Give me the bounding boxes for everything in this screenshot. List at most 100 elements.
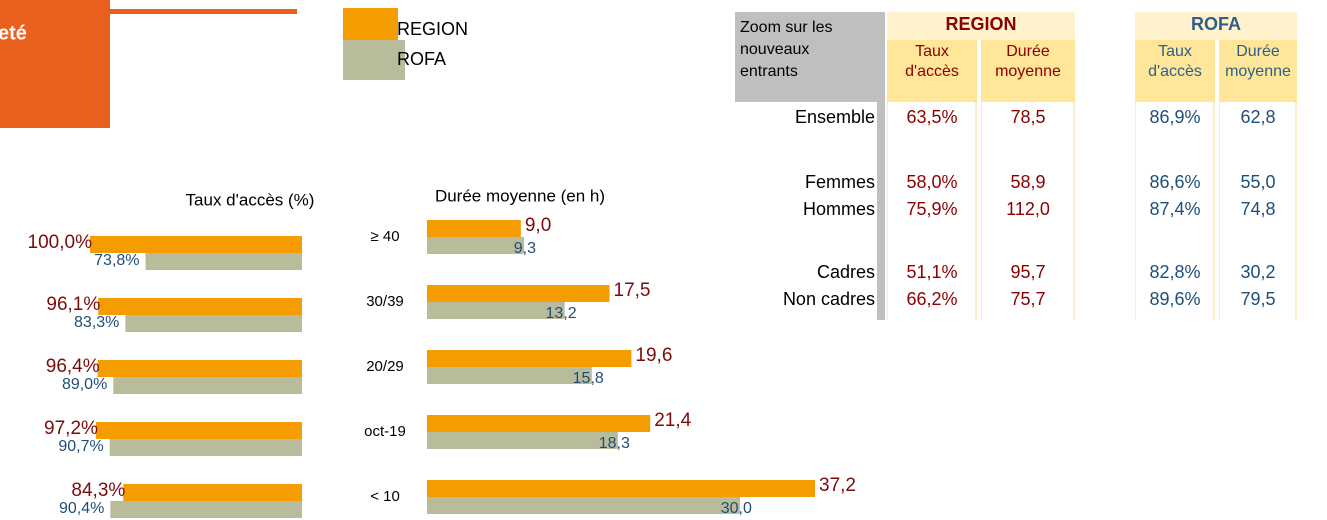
value-label: 89,0% bbox=[62, 376, 107, 393]
value-label: 90,7% bbox=[58, 438, 103, 455]
bar bbox=[427, 237, 524, 254]
bar bbox=[427, 415, 651, 432]
header-box bbox=[0, 0, 110, 128]
value-label: 100,0% bbox=[28, 232, 93, 253]
cell: 89,6% bbox=[1149, 289, 1201, 309]
value-label: 96,4% bbox=[46, 356, 100, 377]
row-label: Hommes bbox=[802, 199, 875, 219]
group-label: REGION bbox=[945, 14, 1017, 34]
legend-label: REGION bbox=[397, 19, 468, 39]
legend-swatch bbox=[343, 8, 398, 40]
value-label: 96,1% bbox=[46, 294, 100, 315]
cell: 82,8% bbox=[1149, 262, 1201, 282]
category-label: oct-19 bbox=[364, 423, 406, 440]
title-box bbox=[735, 12, 877, 102]
value-label: 30,0 bbox=[721, 500, 752, 517]
row-divider bbox=[877, 12, 885, 320]
legend-label: ROFA bbox=[397, 49, 446, 69]
bar bbox=[427, 285, 610, 302]
bar bbox=[98, 298, 302, 315]
bar bbox=[97, 360, 303, 377]
cell: 30,2 bbox=[1240, 262, 1276, 282]
bar bbox=[427, 220, 521, 237]
cell: 58,9 bbox=[1010, 172, 1046, 192]
value-label: 97,2% bbox=[44, 418, 98, 439]
value-label: 9,0 bbox=[525, 215, 551, 236]
category-label: < 10 bbox=[370, 488, 400, 505]
cell: 75,9% bbox=[906, 199, 958, 219]
column-band bbox=[981, 40, 1075, 320]
bar bbox=[113, 377, 302, 394]
legend-swatch bbox=[343, 40, 405, 80]
header-title: eté bbox=[0, 22, 27, 44]
column-header-box bbox=[1219, 40, 1297, 102]
bar bbox=[110, 501, 303, 518]
value-label: 18,3 bbox=[599, 435, 630, 452]
bar bbox=[95, 422, 302, 439]
value-label: 19,6 bbox=[635, 345, 672, 366]
row-label: Cadres bbox=[816, 262, 875, 282]
value-label: 21,4 bbox=[654, 410, 691, 431]
bar bbox=[427, 497, 740, 514]
value-label: 90,4% bbox=[59, 500, 104, 517]
cell: 79,5 bbox=[1240, 289, 1276, 309]
column-header-box bbox=[1135, 40, 1215, 102]
chart-title: Taux d'accès (%) bbox=[186, 190, 315, 209]
group-header bbox=[1135, 12, 1297, 40]
bar bbox=[427, 432, 618, 449]
cell: 58,0% bbox=[906, 172, 958, 192]
cell: 87,4% bbox=[1149, 199, 1201, 219]
column-band bbox=[1135, 40, 1215, 320]
value-label: 84,3% bbox=[71, 480, 125, 501]
bar bbox=[90, 236, 302, 253]
column-header-box bbox=[981, 40, 1075, 102]
value-label: 83,3% bbox=[74, 314, 119, 331]
category-label: 30/39 bbox=[366, 293, 404, 310]
bar bbox=[145, 253, 302, 270]
value-label: 9,3 bbox=[514, 240, 536, 257]
value-label: 73,8% bbox=[94, 252, 139, 269]
cell: 62,8 bbox=[1240, 107, 1276, 127]
group-header bbox=[887, 12, 1075, 40]
value-label: 37,2 bbox=[819, 475, 856, 496]
column-band bbox=[1219, 40, 1297, 320]
cell: 74,8 bbox=[1240, 199, 1276, 219]
bar bbox=[427, 302, 565, 319]
cell: 78,5 bbox=[1010, 107, 1046, 127]
chart-title: Durée moyenne (en h) bbox=[435, 186, 605, 205]
cell: 95,7 bbox=[1010, 262, 1046, 282]
group-label: ROFA bbox=[1190, 14, 1241, 34]
column-header: Durée moyenne bbox=[995, 43, 1061, 80]
column-band bbox=[887, 40, 977, 320]
value-label: 15,8 bbox=[573, 370, 604, 387]
bar bbox=[427, 367, 592, 384]
column-header: Taux d'accès bbox=[905, 43, 959, 80]
column-header: Taux d'accès bbox=[1148, 43, 1202, 80]
cell: 51,1% bbox=[906, 262, 958, 282]
bar bbox=[427, 480, 815, 497]
category-label: ≥ 40 bbox=[370, 228, 399, 245]
bar bbox=[123, 484, 302, 501]
cell: 86,6% bbox=[1149, 172, 1201, 192]
bar bbox=[427, 350, 632, 367]
cell: 112,0 bbox=[1006, 199, 1050, 219]
column-header-box bbox=[887, 40, 977, 102]
bar bbox=[109, 439, 302, 456]
cell: 75,7 bbox=[1010, 289, 1046, 309]
table-title: Zoom sur les nouveaux entrants bbox=[740, 19, 833, 80]
cell: 86,9% bbox=[1149, 107, 1201, 127]
cell: 63,5% bbox=[906, 107, 958, 127]
value-label: 13,2 bbox=[546, 305, 577, 322]
header-rule bbox=[110, 9, 297, 14]
column-header: Durée moyenne bbox=[1225, 43, 1291, 80]
row-label: Femmes bbox=[804, 172, 875, 192]
row-label: Ensemble bbox=[794, 107, 875, 127]
cell: 55,0 bbox=[1240, 172, 1276, 192]
bar bbox=[125, 315, 303, 332]
row-label: Non cadres bbox=[782, 289, 875, 309]
cell: 66,2% bbox=[906, 289, 958, 309]
value-label: 17,5 bbox=[614, 280, 651, 301]
category-label: 20/29 bbox=[366, 358, 404, 375]
